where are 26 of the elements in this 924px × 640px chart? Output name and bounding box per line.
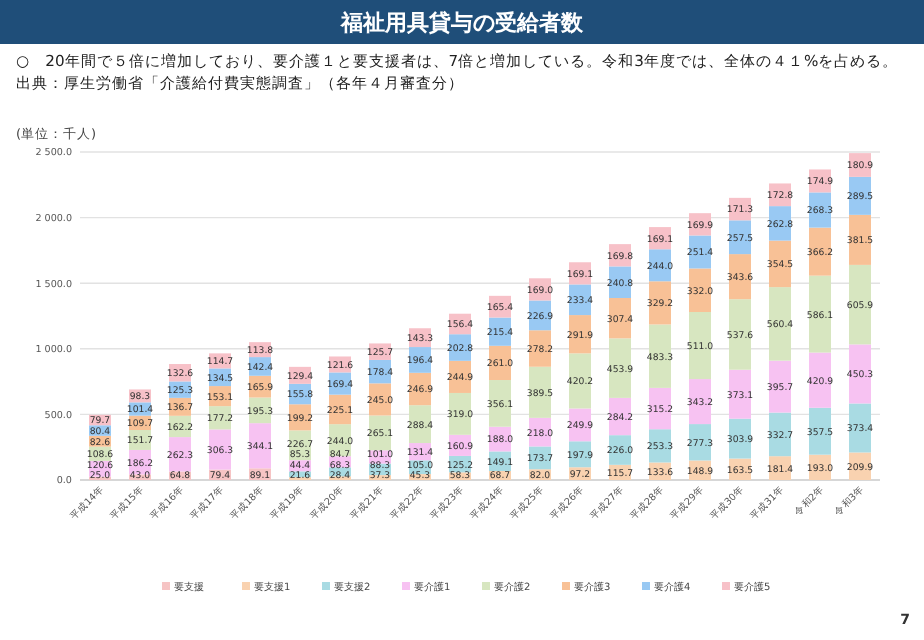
bar [689,424,711,461]
bar [689,379,711,425]
bar [809,352,831,408]
bar [849,214,871,265]
bar [849,403,871,453]
bar [689,312,711,380]
bar [529,330,551,367]
bar [529,366,551,418]
bar [569,353,591,409]
bar [809,275,831,353]
bar [729,369,751,419]
bar [649,324,671,388]
bar [209,429,231,470]
bar [609,338,631,398]
bar [489,380,511,427]
bar [769,240,791,288]
bar [849,344,871,404]
chart-title: 福祉用具貸与の受給者数 [339,10,585,36]
bar [809,407,831,455]
bar [449,392,471,435]
bar [689,268,711,313]
bar [249,423,271,469]
bar [729,299,751,370]
bar [769,360,791,413]
bar [769,287,791,361]
bar [849,264,871,345]
